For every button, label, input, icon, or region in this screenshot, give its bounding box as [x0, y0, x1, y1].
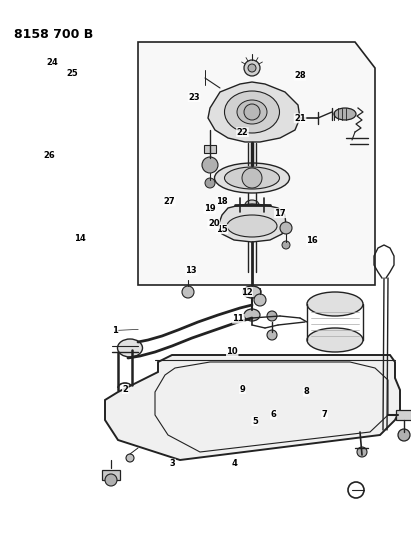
Circle shape	[282, 241, 290, 249]
Circle shape	[280, 222, 292, 234]
Text: 9: 9	[240, 385, 245, 393]
Text: 28: 28	[294, 71, 306, 80]
Ellipse shape	[215, 163, 289, 193]
Text: 6: 6	[270, 410, 276, 419]
Polygon shape	[138, 42, 375, 285]
Text: 16: 16	[307, 237, 318, 245]
Circle shape	[205, 178, 215, 188]
Text: 1: 1	[112, 326, 118, 335]
Text: 23: 23	[188, 93, 200, 101]
Circle shape	[244, 60, 260, 76]
Ellipse shape	[245, 200, 259, 210]
Text: 2: 2	[122, 385, 128, 393]
Polygon shape	[218, 204, 286, 242]
Ellipse shape	[224, 167, 279, 189]
Bar	[396, 410, 411, 420]
Ellipse shape	[307, 328, 363, 352]
Text: 15: 15	[216, 225, 228, 233]
Circle shape	[267, 330, 277, 340]
Text: 7: 7	[322, 410, 328, 419]
Text: 8: 8	[303, 387, 309, 396]
Text: 5: 5	[252, 417, 258, 425]
Text: 27: 27	[164, 197, 175, 206]
Text: 24: 24	[47, 59, 58, 67]
Text: 10: 10	[226, 348, 238, 356]
Circle shape	[105, 474, 117, 486]
Circle shape	[357, 447, 367, 457]
Text: 11: 11	[233, 314, 244, 323]
Ellipse shape	[307, 292, 363, 316]
Bar	[102, 470, 120, 480]
Ellipse shape	[334, 108, 356, 120]
Text: 19: 19	[204, 205, 215, 213]
Circle shape	[202, 157, 218, 173]
Polygon shape	[105, 355, 400, 460]
Text: 3: 3	[170, 459, 175, 468]
Text: 25: 25	[66, 69, 78, 78]
Text: 8158 700 B: 8158 700 B	[14, 28, 93, 41]
Circle shape	[182, 286, 194, 298]
Ellipse shape	[118, 339, 143, 357]
Text: 12: 12	[241, 288, 252, 296]
Text: 13: 13	[185, 266, 197, 275]
Bar	[204, 145, 216, 153]
Circle shape	[126, 454, 134, 462]
Circle shape	[244, 104, 260, 120]
Ellipse shape	[244, 309, 260, 321]
Circle shape	[254, 294, 266, 306]
Text: 22: 22	[237, 128, 248, 136]
Text: 18: 18	[216, 197, 228, 206]
Ellipse shape	[227, 215, 277, 237]
Text: 17: 17	[275, 209, 286, 217]
Text: 14: 14	[74, 235, 86, 243]
Ellipse shape	[243, 286, 261, 298]
Text: 21: 21	[294, 114, 306, 123]
Text: 4: 4	[231, 459, 237, 468]
Ellipse shape	[224, 91, 279, 133]
Circle shape	[248, 64, 256, 72]
Circle shape	[267, 311, 277, 321]
Polygon shape	[208, 82, 300, 142]
Circle shape	[242, 168, 262, 188]
Text: 20: 20	[208, 220, 219, 228]
Text: 26: 26	[44, 151, 55, 160]
Ellipse shape	[237, 100, 267, 124]
Circle shape	[398, 429, 410, 441]
